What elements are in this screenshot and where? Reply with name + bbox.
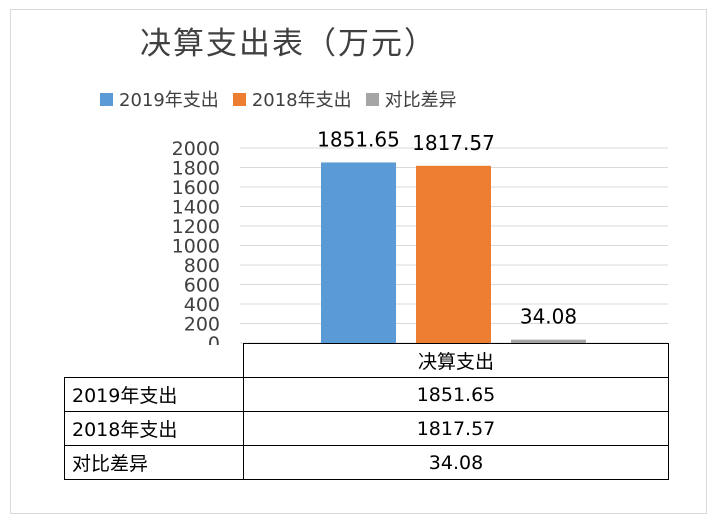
data-label-0: 1851.65	[317, 127, 400, 151]
y-tick-label: 200	[184, 314, 220, 336]
legend-item-difference: 对比差异	[365, 86, 457, 112]
legend: 2019年支出 2018年支出 对比差异	[100, 86, 471, 112]
y-tick-label: 1800	[172, 158, 220, 180]
legend-label-2019: 2019年支出	[119, 90, 219, 111]
bar-0	[321, 162, 396, 343]
table-row-label: 2019年支出	[64, 377, 244, 412]
bars	[321, 162, 586, 343]
table-header-row: 决算支出	[64, 343, 669, 378]
y-tick-label: 800	[184, 255, 220, 277]
bar-1	[416, 165, 491, 343]
table-row: 2019年支出 1851.65	[64, 377, 669, 412]
y-tick-label: 1000	[172, 236, 220, 258]
y-tick-label: 1400	[172, 197, 220, 219]
table-corner	[64, 343, 244, 378]
y-tick-label: 2000	[172, 138, 220, 160]
chart-title: 决算支出表（万元）	[140, 26, 437, 62]
data-table: 决算支出 2019年支出 1851.65 2018年支出 1817.57 对比差…	[64, 343, 669, 480]
legend-item-2019: 2019年支出	[100, 86, 219, 112]
table-row-value: 34.08	[243, 445, 669, 480]
table-row-value: 1817.57	[243, 411, 669, 446]
data-label-1: 1817.57	[412, 131, 495, 155]
table-row-value: 1851.65	[243, 377, 669, 412]
bar-2	[511, 339, 586, 343]
table-row-label: 对比差异	[64, 445, 244, 480]
table-row: 2018年支出 1817.57	[64, 411, 669, 446]
data-label-2: 34.08	[520, 305, 577, 329]
table-row: 对比差异 34.08	[64, 445, 669, 480]
y-tick-label: 1200	[172, 216, 220, 238]
y-tick-label: 0	[208, 333, 220, 345]
data-labels: 1851.65 1817.57 34.08	[317, 127, 577, 328]
chart-frame	[10, 9, 707, 514]
table-header-category: 决算支出	[243, 343, 669, 378]
legend-swatch-2018	[232, 92, 246, 106]
y-tick-label: 1600	[172, 177, 220, 199]
table-row-label: 2018年支出	[64, 411, 244, 446]
legend-swatch-difference	[365, 92, 379, 106]
legend-label-difference: 对比差异	[384, 90, 457, 111]
legend-item-2018: 2018年支出	[232, 86, 352, 112]
legend-label-2018: 2018年支出	[251, 90, 352, 111]
y-tick-label: 400	[184, 294, 220, 316]
y-tick-label: 600	[184, 275, 220, 297]
legend-swatch-2019	[100, 92, 113, 106]
